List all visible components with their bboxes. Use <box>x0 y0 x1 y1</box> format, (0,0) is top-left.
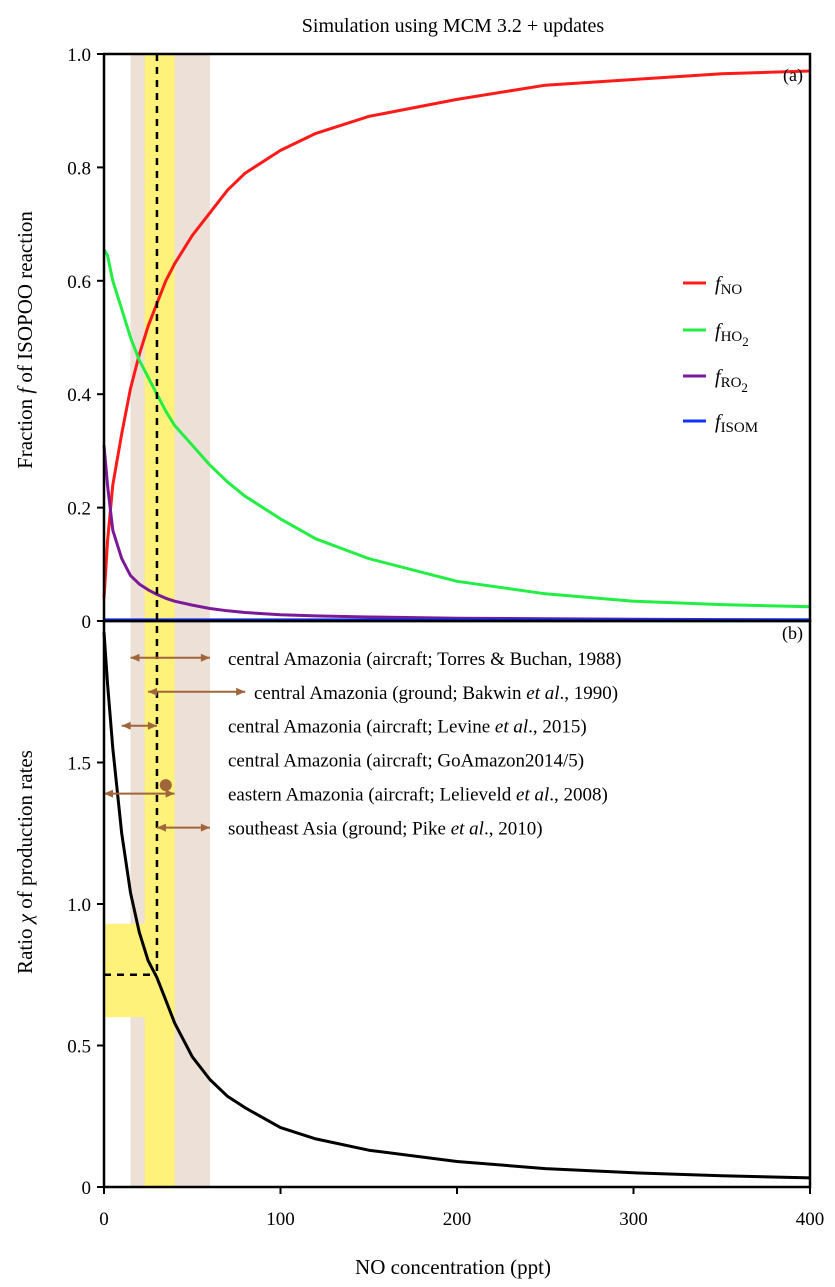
range-arrow-head-left <box>121 721 131 730</box>
y-axis-label-b: Ratio χ of production rates <box>13 750 37 974</box>
x-axis-label: NO concentration (ppt) <box>355 1255 551 1279</box>
range-arrow-head-right <box>236 687 246 696</box>
range-label-part: ., 2008) <box>549 785 608 806</box>
panel-tag-a: (a) <box>783 65 803 86</box>
y-axis-label-b-pre: Ratio <box>13 923 37 974</box>
range-arrow-head-left <box>156 823 166 832</box>
range-label-part: central Amazonia (aircraft; Levine <box>228 717 495 738</box>
y-axis-label-a-var: f <box>13 385 37 394</box>
range-label-part: ., 1990) <box>560 683 619 704</box>
legend-label-sub: RO <box>721 375 742 391</box>
y-tick-label-a: 0.8 <box>67 158 91 179</box>
y-tick-label-a: 0.2 <box>67 499 91 520</box>
y-tick-label-b: 0 <box>82 1178 92 1199</box>
range-label-part: central Amazonia (aircraft; GoAmazon2014… <box>228 751 584 772</box>
range-label-part: ., 2015) <box>528 717 587 738</box>
panel-tag-b: (b) <box>782 623 803 644</box>
tick-labels: 0 0.2 0.4 0.6 0.8 1.0 0 0.5 1.0 1.5 0 100 200 300 400 <box>67 45 824 1230</box>
legend-label-sub: HO <box>721 329 743 345</box>
y-tick-label-a: 1.0 <box>67 45 91 66</box>
yellow-band-horizontal <box>104 923 175 1018</box>
x-tick-label: 100 <box>266 1209 295 1230</box>
legend-label-f_isom: fISOM <box>715 411 758 436</box>
range-label-part: et al <box>516 785 549 806</box>
range-annotations: central Amazonia (aircraft; Torres & Buc… <box>104 649 621 840</box>
range-label-part: central Amazonia (ground; Bakwin <box>254 683 526 704</box>
range-label: central Amazonia (aircraft; Torres & Buc… <box>228 649 621 670</box>
range-label-part: eastern Amazonia (aircraft; Lelieveld <box>228 785 516 806</box>
y-axis-label-b-var: χ <box>13 913 37 925</box>
x-tick-label: 400 <box>796 1209 825 1230</box>
legend-label-f_no: fNO <box>715 273 742 298</box>
range-label: southeast Asia (ground; Pike et al., 201… <box>228 819 543 840</box>
range-label-part: et al <box>451 819 484 840</box>
y-axis-label-a: Fraction f of ISOPOO reaction <box>13 211 37 469</box>
legend-label-sub: ISOM <box>721 420 759 436</box>
y-tick-label-b: 1.0 <box>67 895 91 916</box>
range-label-part: southeast Asia (ground; Pike <box>228 819 451 840</box>
range-arrow-head-left <box>130 653 140 662</box>
y-axis-label-a-pre: Fraction <box>13 394 37 469</box>
range-label: eastern Amazonia (aircraft; Lelieveld et… <box>228 785 608 806</box>
legend-label-sub2: 2 <box>742 334 749 349</box>
axes-frames <box>97 52 812 1194</box>
legend-label-f_ho2: fHO2 <box>715 320 749 349</box>
x-tick-label: 0 <box>99 1209 109 1230</box>
legend-label-sub: NO <box>721 282 743 298</box>
range-label-part: et al <box>495 717 528 738</box>
range-arrow-head-right <box>200 653 210 662</box>
y-tick-label-a: 0 <box>82 612 92 633</box>
legend-label-main: f <box>715 411 723 433</box>
range-label-part: et al <box>526 683 559 704</box>
y-tick-label-b: 0.5 <box>67 1037 91 1058</box>
y-tick-label-a: 0.6 <box>67 272 91 293</box>
range-label: central Amazonia (aircraft; Levine et al… <box>228 717 587 738</box>
y-tick-label-a: 0.4 <box>67 385 91 406</box>
range-label: central Amazonia (aircraft; GoAmazon2014… <box>228 751 584 772</box>
curve-f_ho2 <box>102 248 811 609</box>
range-arrow-head-left <box>104 789 113 798</box>
range-arrow-head-right <box>147 721 157 730</box>
range-label-part: central Amazonia (aircraft; Torres & Buc… <box>228 649 621 670</box>
legend-label-main: f <box>715 366 723 388</box>
y-axis-label-a-post: of ISOPOO reaction <box>13 211 37 388</box>
x-tick-label: 200 <box>443 1209 472 1230</box>
curve-chi <box>102 632 811 1180</box>
y-tick-label-b: 1.5 <box>67 754 91 775</box>
curve-f_no <box>102 69 811 599</box>
goamazon-point <box>159 779 172 792</box>
range-arrow-head-right <box>200 823 210 832</box>
legend-label-main: f <box>715 320 723 342</box>
range-label: central Amazonia (ground; Bakwin et al.,… <box>254 683 618 704</box>
range-arrow-head-right <box>165 789 175 798</box>
chart-title: Simulation using MCM 3.2 + updates <box>302 15 605 37</box>
range-label-part: ., 2010) <box>484 819 543 840</box>
legend-label-sub2: 2 <box>741 380 748 395</box>
x-tick-label: 300 <box>619 1209 648 1230</box>
legend-label-main: f <box>715 273 723 295</box>
legend-label-f_ro2: fRO2 <box>715 366 748 395</box>
range-arrow-head-left <box>148 687 158 696</box>
y-axis-label-b-post: of production rates <box>13 750 37 914</box>
